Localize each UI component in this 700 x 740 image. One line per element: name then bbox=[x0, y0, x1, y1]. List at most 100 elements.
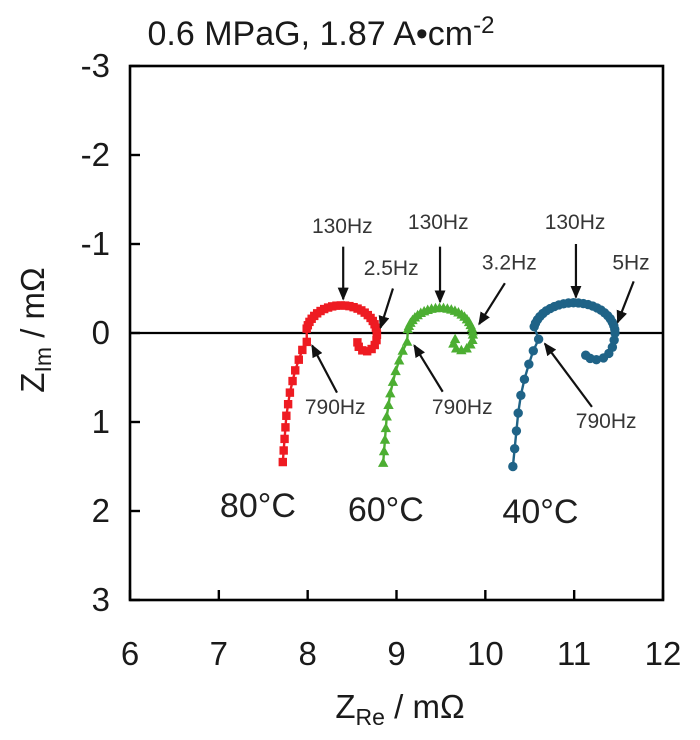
data-point-triangle bbox=[450, 342, 462, 353]
data-point-circle bbox=[598, 353, 609, 363]
data-point-triangle bbox=[390, 365, 401, 376]
data-point-circle bbox=[609, 335, 619, 345]
y-axis-units: / mΩ bbox=[14, 267, 51, 347]
annotation-label: 130Hz bbox=[545, 211, 606, 234]
chart-title-superscript: -2 bbox=[473, 12, 494, 39]
annotation-arrow bbox=[478, 282, 506, 326]
data-point-square bbox=[278, 457, 287, 467]
temp-label-80c: 80°C bbox=[220, 487, 296, 525]
annotation-label: 790Hz bbox=[305, 396, 366, 419]
data-point-square bbox=[353, 338, 362, 347]
data-point-square bbox=[298, 345, 307, 355]
y-axis-subscript: Im bbox=[30, 347, 56, 373]
data-point-triangle bbox=[393, 354, 405, 365]
x-tick-label: 9 bbox=[387, 635, 405, 672]
data-point-triangle bbox=[383, 399, 394, 409]
y-tick-label: -1 bbox=[81, 225, 110, 262]
annotation-arrow bbox=[378, 288, 394, 330]
data-point-triangle bbox=[401, 336, 413, 346]
data-point-square bbox=[294, 355, 303, 364]
data-point-square bbox=[372, 335, 381, 345]
series-80c bbox=[278, 301, 382, 467]
annotation-arrow bbox=[413, 344, 444, 393]
freq-annotation-130hz: 130Hz bbox=[312, 215, 373, 301]
freq-annotation-790hz: 790Hz bbox=[543, 342, 637, 433]
x-axis-symbol: Z bbox=[335, 688, 355, 725]
data-point-circle bbox=[513, 408, 523, 418]
freq-annotation-130hz: 130Hz bbox=[545, 211, 606, 299]
data-point-circle bbox=[509, 444, 520, 454]
series-line-80c bbox=[281, 304, 379, 464]
data-point-triangle bbox=[380, 422, 392, 433]
x-tick-label: 6 bbox=[121, 635, 139, 672]
data-point-triangle bbox=[379, 434, 391, 444]
x-tick-label: 12 bbox=[645, 635, 682, 672]
data-point-square bbox=[336, 301, 346, 310]
temp-label-40c: 40°C bbox=[502, 493, 578, 531]
freq-annotation-790hz: 790Hz bbox=[305, 344, 366, 419]
x-tick-label: 8 bbox=[298, 635, 316, 672]
data-point-triangle bbox=[381, 411, 392, 421]
data-point-square bbox=[372, 330, 382, 339]
data-point-triangle bbox=[449, 333, 461, 344]
data-point-circle bbox=[610, 328, 620, 338]
x-tick-label: 11 bbox=[557, 635, 591, 672]
data-point-square bbox=[332, 301, 341, 310]
annotation-label: 2.5Hz bbox=[364, 257, 419, 280]
data-point-circle bbox=[516, 390, 526, 400]
data-point-square bbox=[302, 337, 311, 347]
data-point-circle bbox=[511, 426, 522, 436]
annotation-arrow bbox=[616, 280, 635, 324]
series-line-40c bbox=[511, 301, 617, 468]
data-point-triangle bbox=[387, 376, 399, 386]
data-point-square bbox=[281, 423, 290, 432]
chart-title-text: 0.6 MPaG, 1.87 A•cm bbox=[148, 15, 474, 53]
data-point-square bbox=[340, 301, 350, 310]
y-tick-label: 3 bbox=[92, 581, 110, 618]
temp-label-60c: 60°C bbox=[348, 491, 424, 529]
annotation-label: 790Hz bbox=[432, 396, 493, 419]
x-tick-label: 10 bbox=[467, 635, 504, 672]
freq-annotation-3.2hz: 3.2Hz bbox=[478, 252, 537, 326]
data-point-circle bbox=[519, 374, 530, 384]
data-point-circle bbox=[524, 359, 534, 369]
x-tick-label: 7 bbox=[210, 635, 228, 672]
data-point-square bbox=[367, 344, 376, 354]
data-point-circle bbox=[528, 346, 539, 356]
annotation-arrow bbox=[543, 342, 593, 408]
freq-annotation-2.5hz: 2.5Hz bbox=[364, 257, 419, 330]
y-tick-label: 0 bbox=[92, 314, 110, 351]
freq-annotation-790hz: 790Hz bbox=[413, 344, 493, 419]
data-point-square bbox=[291, 366, 300, 375]
data-point-triangle bbox=[385, 387, 396, 398]
annotation-label: 5Hz bbox=[612, 252, 649, 275]
data-point-square bbox=[285, 388, 295, 397]
y-axis-title: ZIm / mΩ bbox=[14, 267, 56, 392]
y-tick-label: 1 bbox=[92, 403, 110, 440]
annotation-label: 130Hz bbox=[312, 215, 373, 238]
chart-title: 0.6 MPaG, 1.87 A•cm-2 bbox=[148, 12, 495, 53]
data-point-square bbox=[362, 347, 372, 356]
data-point-square bbox=[280, 434, 289, 444]
x-axis-units: / mΩ bbox=[385, 688, 465, 725]
x-axis-subscript: Re bbox=[356, 704, 385, 730]
x-axis-title: ZRe / mΩ bbox=[335, 688, 464, 730]
data-point-square bbox=[327, 302, 337, 311]
data-point-square bbox=[354, 342, 363, 351]
annotation-label: 790Hz bbox=[576, 410, 637, 433]
series-60c bbox=[377, 302, 479, 467]
data-point-triangle bbox=[397, 345, 408, 355]
data-point-circle bbox=[581, 350, 591, 360]
data-series-layer bbox=[278, 298, 620, 472]
data-point-circle bbox=[533, 334, 544, 344]
series-40c bbox=[508, 298, 620, 472]
data-point-circle bbox=[508, 461, 518, 472]
data-point-triangle bbox=[377, 457, 389, 467]
data-point-square bbox=[279, 446, 288, 455]
y-tick-label: -2 bbox=[81, 136, 110, 173]
data-point-triangle bbox=[378, 445, 390, 456]
annotation-label: 3.2Hz bbox=[482, 252, 537, 275]
